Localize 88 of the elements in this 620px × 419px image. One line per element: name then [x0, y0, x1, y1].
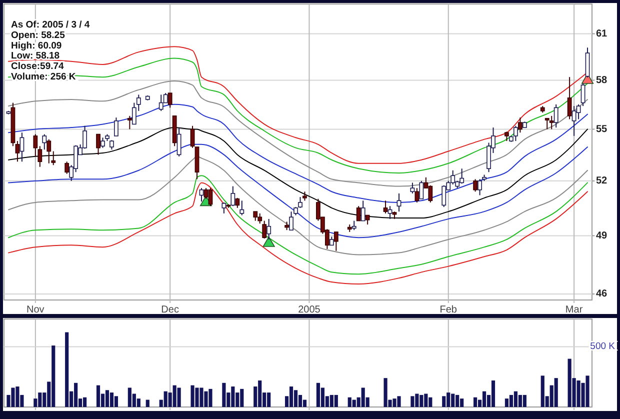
bar — [146, 400, 150, 407]
bar — [522, 394, 526, 407]
annotation: As Of: 2005 / 3 / 4 — [11, 20, 90, 31]
candlestick — [266, 218, 272, 240]
candlestick — [585, 47, 590, 78]
candlestick — [42, 134, 47, 150]
candlestick — [20, 132, 24, 162]
line-series — [8, 175, 588, 275]
bar — [105, 390, 110, 407]
candlestick — [549, 115, 554, 130]
candlestick — [473, 178, 478, 192]
bar — [554, 378, 558, 407]
x-tick-label: Nov — [26, 304, 44, 316]
bar — [110, 392, 114, 407]
candlestick — [580, 82, 586, 107]
candlestick — [414, 188, 420, 203]
y-tick-label: 52 — [596, 176, 608, 187]
candlestick — [518, 117, 522, 134]
x-tick-label: Feb — [440, 304, 458, 316]
y-tick-label: 500 K — [590, 341, 616, 352]
candlestick — [127, 115, 132, 130]
bar — [294, 390, 298, 407]
candlestick — [544, 118, 550, 130]
bar — [474, 397, 478, 407]
candlestick — [46, 138, 52, 164]
candlestick — [410, 182, 415, 194]
y-tick-label: 49 — [596, 230, 608, 242]
candlestick — [334, 231, 338, 252]
candlestick — [442, 184, 446, 208]
candlestick — [64, 161, 70, 174]
point — [262, 236, 275, 247]
candlestick — [240, 200, 244, 216]
annotation: Open: 58.25 — [11, 30, 66, 41]
y-tick-label: 58 — [596, 74, 608, 86]
y-tick-label: 55 — [596, 124, 608, 135]
bar — [177, 388, 181, 407]
candlestick — [419, 180, 424, 200]
candlestick — [352, 220, 356, 231]
candlestick — [235, 197, 240, 208]
bar — [65, 332, 69, 407]
candlestick — [572, 106, 576, 136]
x-tick-label: Dec — [161, 304, 179, 316]
candlestick — [100, 137, 105, 148]
bar — [222, 382, 226, 407]
bar — [442, 396, 446, 407]
bar — [504, 398, 509, 407]
annotation: High: 60.09 — [11, 40, 62, 52]
candlestick — [360, 200, 366, 222]
x-tick-label: Mar — [565, 304, 584, 316]
candlestick — [253, 211, 258, 222]
candlestick — [504, 131, 509, 142]
candlestick — [567, 76, 572, 120]
bar — [410, 396, 414, 407]
annotation: Low: 58.18 — [11, 50, 60, 62]
candlestick — [262, 220, 267, 240]
bar — [114, 396, 118, 407]
candlestick — [396, 192, 402, 212]
line-series — [8, 156, 588, 256]
bar — [334, 394, 338, 407]
candlestick — [168, 92, 172, 108]
line-series — [8, 182, 588, 284]
y-tick-label: 46 — [596, 288, 608, 300]
bar — [491, 380, 496, 407]
annotation: Close:59.74 — [11, 61, 65, 72]
line-series — [8, 80, 588, 187]
candlestick — [15, 140, 20, 162]
candlestick — [190, 125, 195, 148]
candlestick — [208, 188, 213, 207]
bar — [96, 385, 100, 407]
candlestick — [388, 206, 392, 220]
candlestick — [365, 214, 370, 225]
candlestick — [222, 202, 226, 214]
candlestick — [302, 191, 307, 202]
candlestick — [383, 200, 388, 214]
candlestick — [356, 206, 361, 222]
candlestick — [199, 188, 204, 202]
line-series — [8, 127, 588, 219]
candlestick — [114, 117, 118, 136]
y-tick-label: 61 — [596, 28, 608, 40]
bar — [289, 386, 294, 407]
candlestick — [554, 104, 558, 128]
candlestick — [230, 186, 236, 207]
bar — [482, 391, 486, 407]
candlestick — [176, 127, 182, 157]
x-tick-label: 2005 — [298, 304, 321, 316]
candlestick — [110, 140, 114, 150]
candlestick — [96, 134, 100, 156]
candlestick — [576, 104, 581, 120]
